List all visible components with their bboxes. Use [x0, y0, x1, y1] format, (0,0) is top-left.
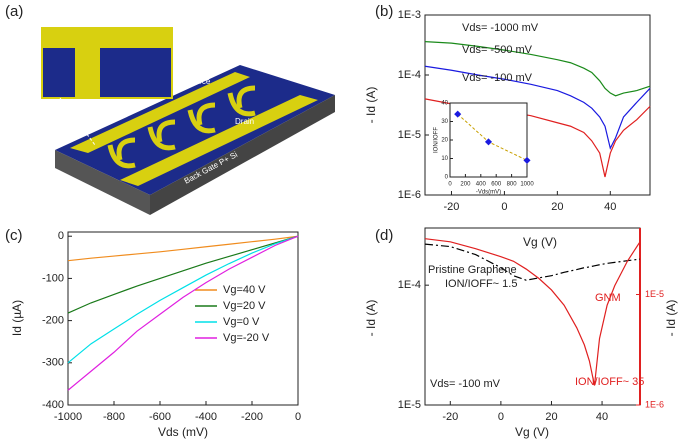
panel-label: (c) [5, 227, 23, 244]
x-tick-label: -800 [103, 411, 125, 423]
series-line [67, 235, 299, 364]
inset-y-tick-label: 10 [441, 156, 448, 162]
plot-frame [424, 14, 651, 196]
series-line [424, 41, 651, 97]
annotation: Vds= -100 mV [430, 378, 501, 390]
panel-label: (b) [375, 3, 393, 20]
series-label: Vds= -1000 mV [462, 22, 539, 34]
inset-point [484, 138, 493, 146]
x-tick-label: 0 [501, 201, 507, 213]
x-tick-label: 40 [604, 201, 616, 213]
device-label: Drain [235, 117, 254, 126]
y-axis-label: - Id (A) [364, 300, 378, 337]
y2-axis-label: - Id (A) [664, 300, 678, 337]
legend-label: Vg=0 V [223, 316, 260, 328]
x-tick-label: 40 [596, 411, 608, 423]
device-illustration: (a) Source Drain SiO2 Back Gate P+ Si [5, 3, 335, 215]
series-line [424, 238, 641, 386]
inset-y-label: ION/IOFF [434, 127, 440, 153]
y-tick-label: 1E-4 [398, 279, 421, 291]
y-tick-label: 1E-5 [398, 399, 421, 411]
y-tick-label: -200 [42, 315, 64, 327]
device-label: Source [185, 77, 211, 86]
panel-label: (a) [5, 3, 23, 20]
y2-tick-label: 1E-6 [645, 399, 664, 409]
series-label: Vds= -100 mV [462, 72, 533, 84]
substrate-side [55, 150, 150, 215]
x-tick-label: 20 [545, 411, 557, 423]
inset-point [523, 156, 531, 164]
source-contact [120, 95, 318, 186]
x-tick-label: 20 [551, 201, 563, 213]
x-tick-label: -20 [442, 411, 458, 423]
x-axis-label: Vg (V) [515, 425, 549, 439]
inset-x-tick-label: 400 [476, 182, 487, 188]
inset-y-tick-label: 40 [441, 101, 448, 107]
zoom-contact [42, 28, 172, 98]
inset-point [454, 110, 462, 118]
y-axis-label: Id (µA) [10, 300, 24, 336]
legend-label: Vg=40 V [223, 284, 266, 296]
inset-y-tick-label: 20 [441, 138, 448, 144]
x-axis-label: Vg (V) [523, 235, 557, 249]
x-tick-label: 0 [295, 411, 301, 423]
y-tick-label: 0 [58, 230, 64, 242]
y-tick-label: -400 [42, 399, 64, 411]
y-tick-label: 1E-4 [398, 69, 421, 81]
inset-x-tick-label: 800 [507, 182, 518, 188]
y-tick-label: 1E-6 [398, 189, 421, 201]
series-line [67, 235, 299, 314]
drain-contact [70, 72, 250, 153]
y-tick-label: 1E-3 [398, 9, 421, 21]
inset-y-tick-label: 0 [445, 175, 449, 181]
series-line [424, 243, 641, 281]
y-tick-label: -100 [42, 272, 64, 284]
series-line [67, 235, 299, 262]
inset-y-tick-label: 30 [441, 119, 448, 125]
series-line [67, 235, 299, 391]
plot-frame [67, 231, 299, 406]
substrate-front [150, 95, 335, 215]
x-tick-label: -600 [149, 411, 171, 423]
inset-x-tick-label: 600 [491, 182, 502, 188]
x-tick-label: 0 [498, 411, 504, 423]
device-label: SiO2 [73, 116, 93, 132]
x-tick-label: -200 [241, 411, 263, 423]
annotation: ION/IOFF~ 1.5 [445, 278, 517, 290]
y-tick-label: 1E-5 [398, 129, 421, 141]
series-label: Vds= -500 mV [462, 44, 533, 56]
y-tick-label: -300 [42, 357, 64, 369]
legend-label: Vg=20 V [223, 300, 266, 312]
legend-label: Vg=-20 V [223, 332, 270, 344]
inset-x-tick-label: 1000 [520, 182, 534, 188]
y-axis-label: - Id (A) [364, 87, 378, 124]
x-tick-label: -1000 [54, 411, 82, 423]
inset-x-tick-label: 0 [448, 182, 452, 188]
series-line [424, 65, 651, 151]
annotation: ION/IOFF~ 35 [575, 376, 644, 388]
y2-tick-label: 1E-5 [645, 289, 664, 299]
panel-label: (d) [375, 227, 393, 244]
gate-fingers [107, 85, 256, 169]
series-label: Pristine Graphene [428, 264, 517, 276]
x-tick-label: -20 [444, 201, 460, 213]
x-tick-label: -400 [195, 411, 217, 423]
inset-x-label: -Vds(mV) [476, 190, 501, 196]
x-axis-label: Vds (mV) [158, 425, 208, 439]
series-label: GNM [595, 292, 621, 304]
inset-x-tick-label: 200 [460, 182, 471, 188]
substrate-top [55, 65, 335, 195]
